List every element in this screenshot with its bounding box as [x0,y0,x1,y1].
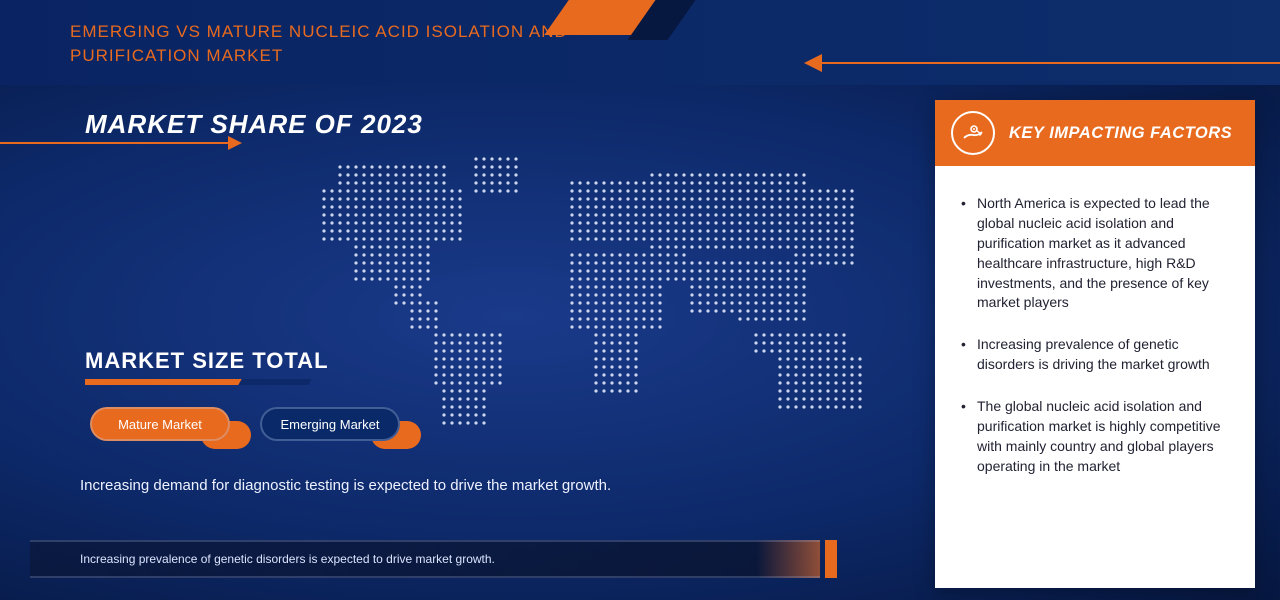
legend-pills: Mature Market Emerging Market [75,403,415,445]
footer-band: Increasing prevalence of genetic disorde… [30,540,820,578]
factor-item: The global nucleic acid isolation and pu… [961,397,1229,477]
pill-emerging-market: Emerging Market [260,407,400,441]
arrow-right-icon [0,142,230,144]
body-description: Increasing demand for diagnostic testing… [80,475,611,497]
footer-text: Increasing prevalence of genetic disorde… [80,552,495,566]
pill-mature-market: Mature Market [90,407,230,441]
main-content: MARKET SHARE OF 2023 MARKET SIZE TOTAL M… [0,85,1280,600]
panel-header: KEY IMPACTING FACTORS [935,100,1255,166]
factor-item: North America is expected to lead the gl… [961,194,1229,313]
arrow-left-icon [820,62,1280,64]
panel-title: KEY IMPACTING FACTORS [1009,124,1232,143]
header-decoration [530,0,730,85]
pill-mature-container: Mature Market [75,403,245,445]
page-header: EMERGING VS MATURE NUCLEIC ACID ISOLATIO… [0,0,1280,85]
key-factors-panel: KEY IMPACTING FACTORS North America is e… [935,100,1255,588]
title-underline [85,379,265,385]
key-icon [951,111,995,155]
market-size-title: MARKET SIZE TOTAL [85,348,329,374]
panel-body: North America is expected to lead the gl… [935,166,1255,527]
world-map-dotted [290,133,890,433]
pill-emerging-container: Emerging Market [245,403,415,445]
factor-item: Increasing prevalence of genetic disorde… [961,335,1229,375]
footer-accent [825,540,837,578]
